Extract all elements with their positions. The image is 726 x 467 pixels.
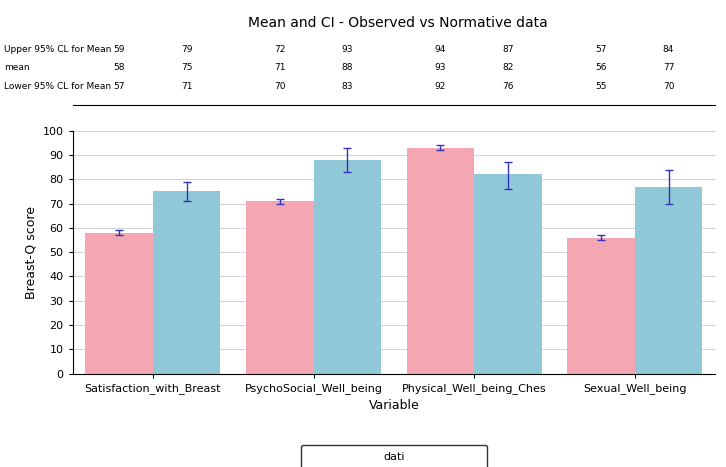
Text: 71: 71: [274, 63, 285, 72]
Text: 56: 56: [595, 63, 607, 72]
Text: 88: 88: [341, 63, 353, 72]
Bar: [474, 175, 542, 374]
Text: 94: 94: [435, 44, 446, 54]
Text: 79: 79: [181, 44, 192, 54]
Text: 93: 93: [435, 63, 446, 72]
Text: 57: 57: [595, 44, 607, 54]
Text: 92: 92: [435, 82, 446, 91]
Text: 55: 55: [595, 82, 607, 91]
Text: 72: 72: [274, 44, 285, 54]
Text: 76: 76: [502, 82, 514, 91]
Text: 83: 83: [341, 82, 353, 91]
Bar: [246, 201, 314, 374]
Text: mean: mean: [4, 63, 29, 72]
X-axis label: Variable: Variable: [369, 399, 419, 412]
Text: 84: 84: [663, 44, 674, 54]
Text: 71: 71: [181, 82, 192, 91]
Text: Upper 95% CL for Mean: Upper 95% CL for Mean: [4, 44, 111, 54]
Text: 87: 87: [502, 44, 514, 54]
Text: 75: 75: [181, 63, 192, 72]
Bar: [153, 191, 221, 374]
Text: 70: 70: [274, 82, 285, 91]
Y-axis label: Breast-Q score: Breast-Q score: [24, 205, 37, 299]
Text: Mean and CI - Observed vs Normative data: Mean and CI - Observed vs Normative data: [248, 16, 547, 30]
Bar: [314, 160, 381, 374]
Legend: normativi, osservati: normativi, osservati: [301, 445, 487, 467]
Bar: [86, 233, 153, 374]
Bar: [567, 238, 635, 374]
Text: 93: 93: [341, 44, 353, 54]
Text: 57: 57: [113, 82, 125, 91]
Text: 77: 77: [663, 63, 674, 72]
Text: 82: 82: [502, 63, 513, 72]
Bar: [635, 187, 702, 374]
Text: 70: 70: [663, 82, 674, 91]
Text: 58: 58: [113, 63, 125, 72]
Bar: [407, 148, 474, 374]
Text: 59: 59: [113, 44, 125, 54]
Text: Lower 95% CL for Mean: Lower 95% CL for Mean: [4, 82, 111, 91]
